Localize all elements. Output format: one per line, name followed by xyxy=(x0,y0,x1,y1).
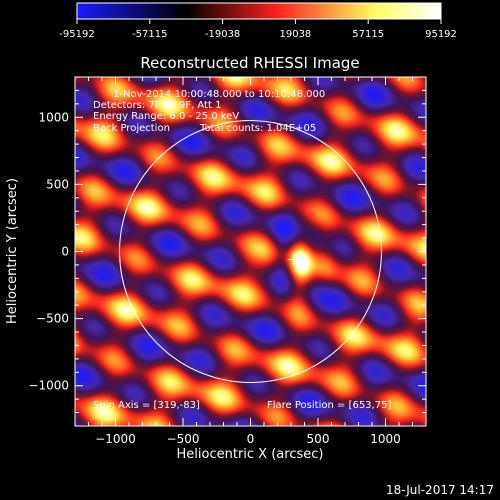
x-tick-label: −500 xyxy=(167,432,200,446)
annotation-block: 1-Nov-2014 10:00:48.000 to 10:10:48.000 … xyxy=(93,89,391,411)
y-tick-label: −1000 xyxy=(28,379,69,393)
x-tick-label: −1000 xyxy=(95,432,136,446)
y-tick-label: −500 xyxy=(36,312,69,326)
colorbar-tick-label: 19038 xyxy=(279,29,311,40)
x-tick-label: 1000 xyxy=(370,432,401,446)
detectors-text: Detectors: 7F 8F 9F, Att 1 xyxy=(93,100,221,111)
y-axis-label: Heliocentric Y (arcsec) xyxy=(5,178,20,324)
energy-range-text: Energy Range: 6.0 - 25.0 keV xyxy=(93,111,239,122)
colorbar-tick-label: -57115 xyxy=(132,29,167,40)
spin-axis-text: Spin Axis = [319,-83] xyxy=(93,400,200,411)
colorbar-tick-label: -95192 xyxy=(59,29,94,40)
colorbar: -95192 -57115 -19038 19038 57115 95192 xyxy=(59,2,457,40)
timestamp: 18-Jul-2017 14:17 xyxy=(386,483,494,497)
heatmap-raster xyxy=(75,77,426,426)
x-axis-label: Heliocentric X (arcsec) xyxy=(177,447,324,462)
x-axis: −1000 −500 0 500 1000 xyxy=(88,77,413,446)
y-tick-label: 0 xyxy=(61,245,69,259)
chart-title: Reconstructed RHESSI Image xyxy=(140,54,359,72)
flare-position-marker xyxy=(287,253,300,266)
y-tick-label: 1000 xyxy=(38,110,69,124)
y-axis: −1000 −500 0 500 1000 xyxy=(28,89,426,414)
method-text: Back Projection xyxy=(93,123,170,134)
solar-disk-outline xyxy=(119,120,382,383)
y-tick-label: 500 xyxy=(46,177,69,191)
colorbar-gradient xyxy=(76,2,442,20)
colorbar-tick-label: 57115 xyxy=(352,29,384,40)
colorbar-tick-label: -19038 xyxy=(205,29,240,40)
x-tick-label: 0 xyxy=(247,432,255,446)
heatmap-image xyxy=(75,77,426,426)
colorbar-tick-label: 95192 xyxy=(425,29,457,40)
total-counts-text: Total counts: 1.04E+05 xyxy=(199,123,316,134)
flare-position-text: Flare Position = [653,75] xyxy=(267,400,391,411)
x-tick-label: 500 xyxy=(307,432,330,446)
time-range-text: 1-Nov-2014 10:00:48.000 to 10:10:48.000 xyxy=(113,89,325,100)
